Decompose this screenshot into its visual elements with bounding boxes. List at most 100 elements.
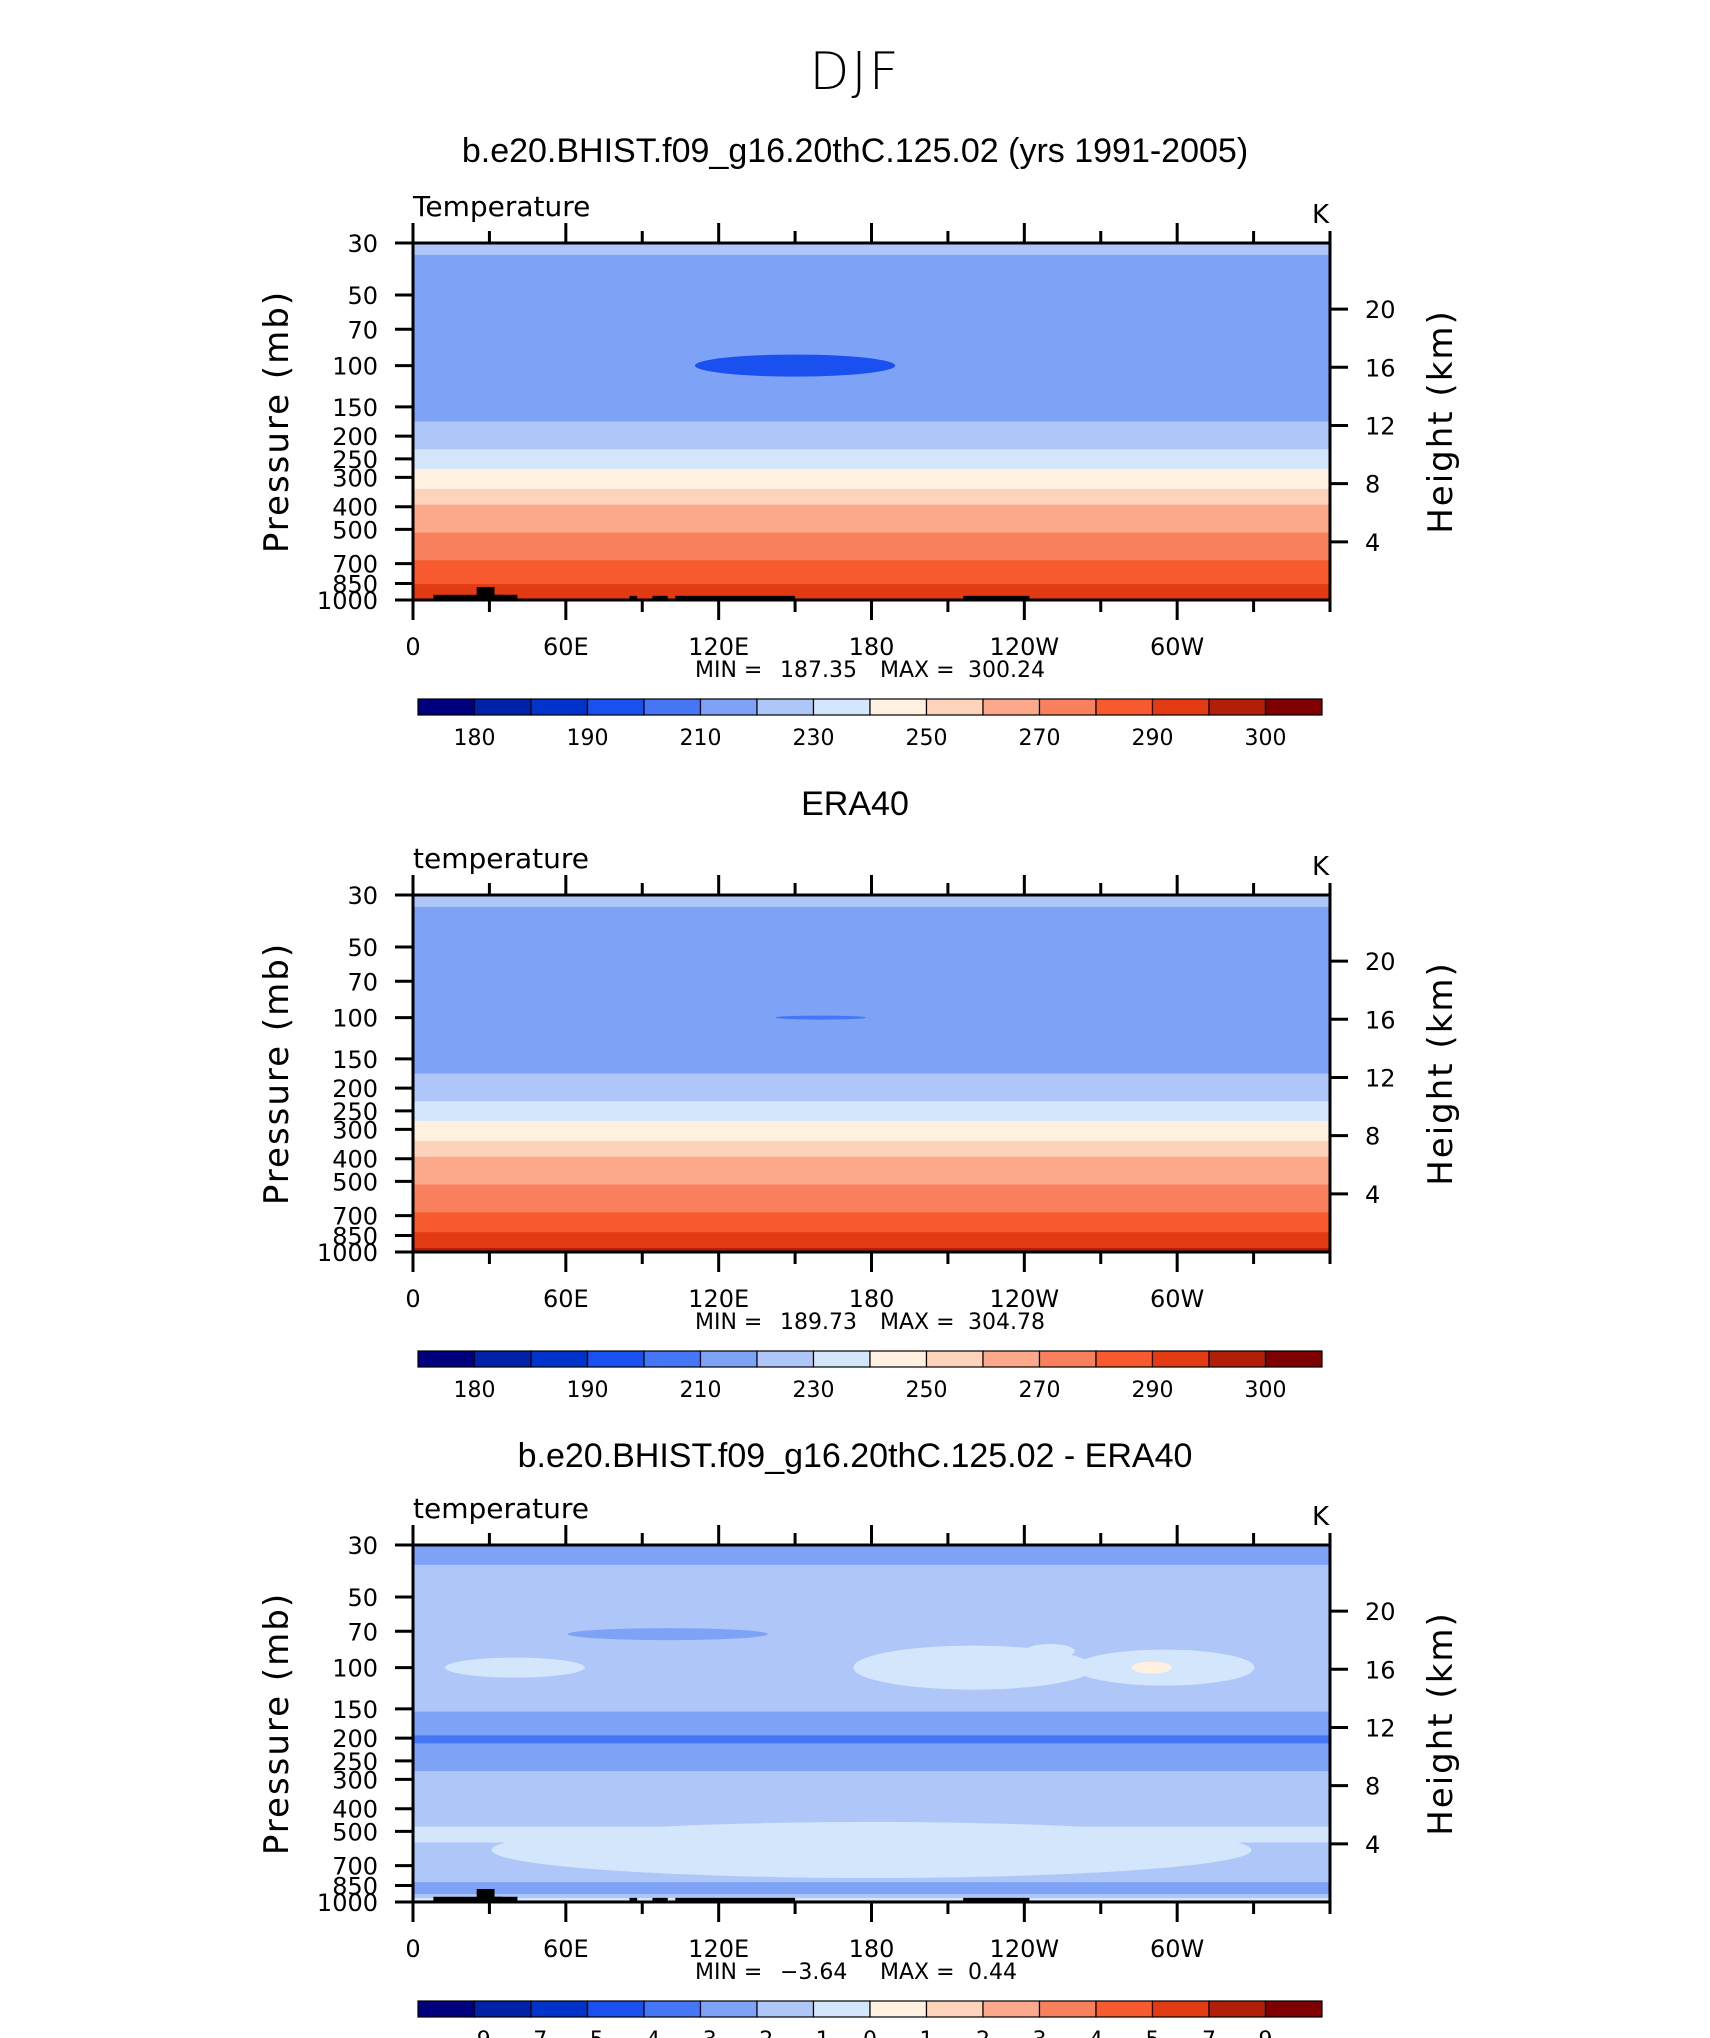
y-tick-label: 850 [332, 1222, 378, 1250]
contour-band [413, 1735, 1330, 1740]
colorbar-label: 270 [1019, 726, 1061, 751]
contour-band [413, 449, 1330, 454]
colorbar-box [699, 2000, 758, 2018]
contour-band [413, 282, 1330, 288]
contour-band [413, 576, 1330, 581]
y-tick-label: 850 [332, 570, 378, 598]
contour-band [413, 1747, 1330, 1752]
y-tick-label: 500 [332, 1168, 378, 1196]
colorbar-box [756, 698, 815, 716]
colorbar-box [699, 1350, 758, 1368]
contour-band [413, 1216, 1330, 1221]
anomaly-contour [444, 1657, 585, 1678]
contour-band [413, 1703, 1330, 1709]
colorbar-label: 5 [1146, 2028, 1160, 2038]
x-tick-label: 60W [1150, 1935, 1204, 1963]
contour-band [413, 1021, 1330, 1027]
y-tick-label: 100 [332, 1655, 378, 1683]
contour-band [413, 1196, 1330, 1202]
y-tick-label: 200 [332, 1075, 378, 1103]
contour-band [413, 1719, 1330, 1725]
contour-band [413, 298, 1330, 304]
stat-max-value: 0.44 [968, 1960, 1017, 1985]
topography-mask [963, 595, 1030, 600]
contour-band [413, 1248, 1330, 1253]
colorbar-box [869, 1350, 928, 1368]
contour-band [413, 274, 1330, 280]
topography-mask [476, 1888, 495, 1902]
colorbar-box [586, 2000, 645, 2018]
colorbar-label: −3 [684, 2028, 716, 2038]
y2-tick-label: 8 [1365, 1123, 1380, 1151]
x-tick-label: 0 [405, 633, 420, 661]
stat-max-label: MAX = [880, 1960, 955, 1985]
contour-band [413, 433, 1330, 438]
contour-band [413, 1783, 1330, 1788]
contour-band [413, 338, 1330, 343]
y-tick-label: 50 [347, 934, 378, 962]
contour-band [413, 1017, 1330, 1023]
contour-band [413, 1552, 1330, 1558]
colorbar-box [417, 698, 476, 716]
contour-band [413, 246, 1330, 252]
colorbar-box [812, 2000, 871, 2018]
x-tick-label: 120W [990, 633, 1060, 661]
contour-band [413, 1208, 1330, 1213]
contour-band [413, 1045, 1330, 1051]
contour-band [413, 385, 1330, 391]
stat-max-value: 304.78 [968, 1310, 1045, 1335]
colorbar-box [812, 698, 871, 716]
y-axis-title: Pressure (mb) [257, 1592, 297, 1855]
contour-band [413, 473, 1330, 478]
contour-band [413, 330, 1330, 335]
contour-band [413, 1707, 1330, 1713]
contour-band [413, 1596, 1330, 1602]
contour-band [413, 895, 1330, 900]
anomaly-contour [567, 1628, 768, 1641]
contour-band [413, 318, 1330, 323]
contour-band [413, 592, 1330, 597]
contour-band [413, 918, 1330, 924]
colorbar-label: 180 [454, 1378, 496, 1403]
colorbar-box [1264, 1350, 1323, 1368]
contour-band [413, 306, 1330, 312]
contour-band [413, 290, 1330, 296]
colorbar-box [756, 2000, 815, 2018]
y2-tick-label: 4 [1365, 529, 1380, 557]
contour-band [413, 1592, 1330, 1598]
x-tick-label: 60W [1150, 633, 1204, 661]
contour-band [413, 1010, 1330, 1015]
colorbar-box [982, 1350, 1041, 1368]
contour-band [413, 1109, 1330, 1114]
contour-band [413, 588, 1330, 593]
contour-band [413, 484, 1330, 490]
stat-max-label: MAX = [880, 1310, 955, 1335]
contour-band [413, 528, 1330, 534]
contour-band [413, 1093, 1330, 1098]
contour-band [413, 1053, 1330, 1059]
contour-band [413, 488, 1330, 494]
x-tick-label: 120W [990, 1935, 1060, 1963]
contour-band [413, 1786, 1330, 1792]
colorbar-box [1095, 698, 1154, 716]
contour-band [413, 1882, 1330, 1887]
contour-band [413, 477, 1330, 482]
colorbar-label: 300 [1245, 726, 1287, 751]
y2-axis-title: Height (km) [1421, 1611, 1461, 1836]
contour-band [413, 1057, 1330, 1063]
contour-band [413, 556, 1330, 561]
contour-band [413, 1699, 1330, 1705]
contour-band [413, 278, 1330, 284]
colorbar-box [1038, 2000, 1097, 2018]
contour-band [413, 926, 1330, 932]
contour-band [413, 1069, 1330, 1075]
contour-band [413, 1228, 1330, 1233]
contour-band [413, 1759, 1330, 1764]
stat-min-label: MIN = [695, 1310, 762, 1335]
contour-band [413, 1763, 1330, 1768]
contour-band [413, 1588, 1330, 1594]
y-tick-label: 850 [332, 1872, 378, 1900]
colorbar-box [756, 1350, 815, 1368]
contour-band [413, 970, 1330, 975]
y-tick-label: 250 [332, 1748, 378, 1776]
